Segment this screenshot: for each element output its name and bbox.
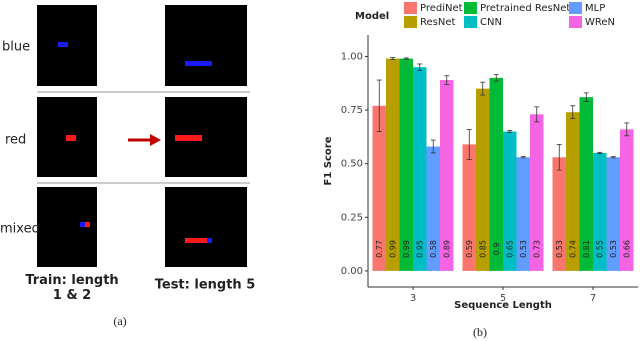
error-bar bbox=[466, 128, 472, 160]
red-stripe bbox=[185, 238, 207, 243]
blue-stripe bbox=[207, 238, 212, 243]
bar bbox=[606, 157, 620, 271]
train-label: Train: length 1 & 2 bbox=[25, 273, 118, 303]
row-label: mixed bbox=[0, 222, 40, 237]
error-bar bbox=[480, 81, 486, 96]
bar bbox=[516, 157, 530, 271]
legend-label: WReN bbox=[585, 17, 615, 28]
legend-label: PrediNet bbox=[420, 3, 463, 14]
bar bbox=[552, 157, 566, 271]
error-bar bbox=[520, 156, 526, 159]
bar bbox=[413, 67, 427, 271]
legend-swatch bbox=[404, 16, 417, 28]
value-label: 0.81 bbox=[582, 240, 591, 258]
test-image bbox=[165, 187, 247, 267]
error-bar bbox=[444, 75, 450, 85]
value-label: 0.53 bbox=[519, 240, 528, 258]
y-tick-label: 0.00 bbox=[341, 266, 363, 277]
bar bbox=[426, 146, 440, 271]
error-bar bbox=[624, 122, 630, 137]
value-label: 0.99 bbox=[388, 240, 397, 258]
value-label: 0.58 bbox=[429, 240, 438, 258]
legend-title: Model bbox=[355, 11, 389, 22]
y-tick-label: 0.50 bbox=[341, 159, 363, 170]
caption: (b) bbox=[473, 325, 487, 339]
value-label: 0.53 bbox=[609, 240, 618, 258]
value-label: 0.89 bbox=[442, 240, 451, 258]
x-tick-label: 5 bbox=[500, 293, 506, 304]
bar bbox=[489, 77, 503, 271]
x-axis-label: Sequence Length bbox=[454, 300, 552, 311]
blue-stripe bbox=[58, 42, 68, 47]
bar bbox=[620, 129, 634, 271]
bar bbox=[503, 131, 517, 271]
caption: (a) bbox=[113, 314, 126, 328]
value-label: 0.99 bbox=[402, 240, 411, 258]
error-bar bbox=[534, 106, 540, 123]
legend-label: ResNet bbox=[420, 17, 455, 28]
error-bar bbox=[493, 74, 499, 82]
value-label: 0.65 bbox=[505, 240, 514, 258]
legend-swatch bbox=[569, 16, 582, 28]
error-bar bbox=[403, 57, 409, 60]
value-label: 0.74 bbox=[568, 240, 577, 258]
y-tick-label: 1.00 bbox=[341, 51, 363, 62]
value-label: 0.55 bbox=[595, 240, 604, 258]
bar bbox=[386, 58, 400, 271]
bar bbox=[593, 152, 607, 271]
test-image bbox=[165, 5, 247, 86]
bar bbox=[476, 88, 490, 271]
blue-stripe bbox=[185, 61, 212, 66]
bar bbox=[399, 58, 413, 271]
error-bar bbox=[583, 92, 589, 102]
legend-swatch bbox=[404, 2, 417, 14]
error-bar bbox=[507, 130, 513, 133]
row-label: blue bbox=[2, 40, 30, 55]
value-label: 0.59 bbox=[465, 240, 474, 258]
bar bbox=[530, 114, 544, 271]
error-bar bbox=[597, 151, 603, 155]
error-bar bbox=[570, 105, 576, 120]
bar bbox=[440, 80, 454, 271]
legend-label: CNN bbox=[480, 17, 502, 28]
y-axis-label: F1 Score bbox=[323, 136, 334, 185]
value-label: 0.95 bbox=[415, 240, 424, 258]
chart-panel: Model F1 Score Sequence Length (b) 0.00 0… bbox=[323, 2, 638, 339]
error-bar bbox=[556, 143, 562, 171]
value-label: 0.77 bbox=[375, 240, 384, 258]
red-stripe bbox=[175, 135, 202, 141]
error-bar bbox=[417, 63, 423, 71]
legend-label: MLP bbox=[585, 3, 605, 14]
arrow-head bbox=[150, 134, 161, 146]
value-label: 0.73 bbox=[532, 240, 541, 258]
test-label: Test: length 5 bbox=[155, 278, 256, 293]
error-bar bbox=[610, 156, 616, 159]
x-tick-label: 7 bbox=[590, 293, 596, 304]
x-tick-label: 3 bbox=[410, 293, 416, 304]
row-label: red bbox=[5, 133, 26, 148]
value-label: 0.66 bbox=[622, 240, 631, 258]
diagram-panel: blue red mixed Train: length 1 & 2 Test: … bbox=[0, 5, 255, 328]
blue-stripe bbox=[80, 222, 85, 227]
error-bar bbox=[390, 57, 396, 61]
bar bbox=[566, 112, 580, 271]
bar bbox=[579, 97, 593, 271]
bar bbox=[462, 144, 476, 271]
legend-swatch bbox=[464, 2, 477, 14]
red-stripe bbox=[66, 135, 76, 141]
error-bar bbox=[376, 79, 382, 132]
y-tick-label: 0.75 bbox=[341, 105, 363, 116]
bar bbox=[372, 105, 386, 271]
red-stripe bbox=[85, 222, 90, 227]
y-tick-label: 0.25 bbox=[341, 212, 363, 223]
value-label: 0.53 bbox=[555, 240, 564, 258]
legend-swatch bbox=[464, 16, 477, 28]
legend-swatch bbox=[569, 2, 582, 14]
value-label: 0.85 bbox=[478, 240, 487, 258]
legend-label: Pretrained ResNet bbox=[480, 3, 570, 14]
value-label: 0.9 bbox=[492, 243, 501, 256]
error-bar bbox=[430, 139, 436, 154]
